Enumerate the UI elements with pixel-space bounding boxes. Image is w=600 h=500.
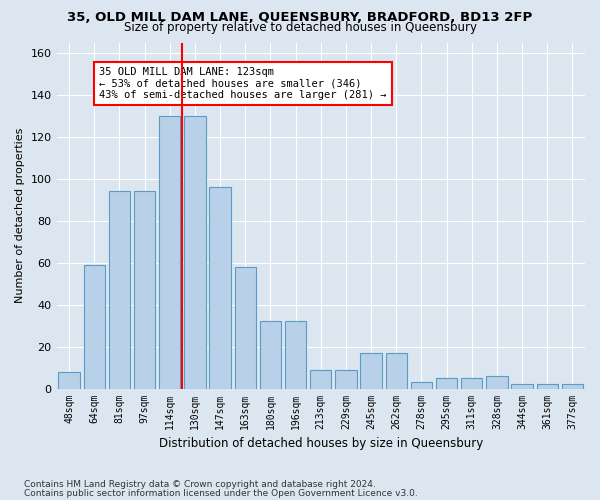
Bar (486, 376, 508, 388)
Bar (436, 378, 457, 388)
Text: Contains public sector information licensed under the Open Government Licence v3: Contains public sector information licen… (24, 488, 418, 498)
Bar (285, 322, 307, 388)
Bar (58, 372, 80, 388)
Text: 35 OLD MILL DAM LANE: 123sqm
← 53% of detached houses are smaller (346)
43% of s: 35 OLD MILL DAM LANE: 123sqm ← 53% of de… (99, 66, 386, 100)
Bar (235, 267, 256, 388)
Bar (310, 370, 331, 388)
Bar (461, 378, 482, 388)
Bar (260, 322, 281, 388)
Bar (411, 382, 432, 388)
Bar (536, 384, 558, 388)
Bar (335, 370, 356, 388)
Bar (386, 353, 407, 388)
Bar (511, 384, 533, 388)
Bar (562, 384, 583, 388)
Bar (159, 116, 181, 388)
Text: Contains HM Land Registry data © Crown copyright and database right 2024.: Contains HM Land Registry data © Crown c… (24, 480, 376, 489)
Text: 35, OLD MILL DAM LANE, QUEENSBURY, BRADFORD, BD13 2FP: 35, OLD MILL DAM LANE, QUEENSBURY, BRADF… (67, 11, 533, 24)
Bar (209, 187, 231, 388)
Bar (109, 192, 130, 388)
Bar (184, 116, 206, 388)
Bar (361, 353, 382, 388)
Y-axis label: Number of detached properties: Number of detached properties (15, 128, 25, 303)
Bar (134, 192, 155, 388)
Text: Size of property relative to detached houses in Queensbury: Size of property relative to detached ho… (124, 22, 476, 35)
X-axis label: Distribution of detached houses by size in Queensbury: Distribution of detached houses by size … (158, 437, 483, 450)
Bar (83, 265, 105, 388)
